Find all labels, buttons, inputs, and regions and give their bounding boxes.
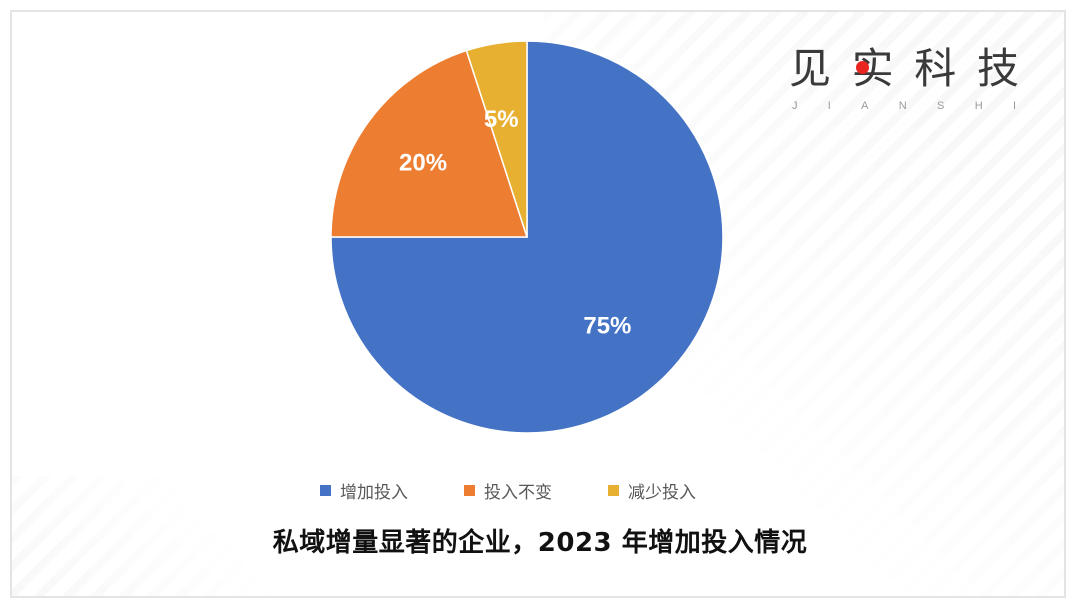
brand-sub-letter: N bbox=[898, 100, 907, 112]
legend-swatch-2 bbox=[464, 484, 475, 496]
pie-labels: 75% 20% 5% bbox=[399, 106, 631, 340]
legend-label-1: 增加投入 bbox=[340, 482, 408, 503]
pie-slice-label-1: 75% bbox=[583, 313, 631, 340]
brand-sub-letter: I bbox=[827, 100, 831, 112]
legend-swatch-3 bbox=[608, 484, 619, 496]
legend-item-3: 减少投入 bbox=[608, 478, 696, 503]
legend-swatch-1 bbox=[320, 484, 331, 496]
brand-char-1: 见 bbox=[788, 44, 831, 93]
legend-label-2: 投入不变 bbox=[484, 482, 552, 503]
pie-slice-1 bbox=[330, 40, 724, 434]
legend-item-2: 投入不变 bbox=[464, 478, 552, 503]
brand-logo-subtitle: J I A N S H I bbox=[784, 100, 1024, 114]
brand-logo: 见 实 科 技 J I A N S H I bbox=[784, 44, 1024, 118]
brand-red-dot bbox=[856, 61, 869, 74]
chart-legend: 增加投入 投入不变 减少投入 bbox=[320, 478, 760, 503]
pie-slices bbox=[330, 40, 724, 434]
pie-slice-label-2: 20% bbox=[399, 150, 447, 177]
pie-slice-label-3: 5% bbox=[484, 106, 519, 133]
brand-sub-letter: I bbox=[1012, 100, 1016, 112]
brand-sub-letter: S bbox=[937, 100, 945, 112]
legend-label-3: 减少投入 bbox=[628, 482, 696, 503]
pie-slice-3 bbox=[465, 40, 528, 238]
brand-sub-letter: J bbox=[792, 100, 798, 112]
legend-item-1: 增加投入 bbox=[320, 478, 408, 503]
chart-caption: 私域增量显著的企业，2023 年增加投入情况 bbox=[272, 528, 808, 558]
brand-sub-letter: A bbox=[861, 100, 869, 112]
brand-char-3: 科 bbox=[914, 44, 957, 93]
brand-sub-letter: H bbox=[974, 100, 983, 112]
pie-slice-2 bbox=[330, 49, 529, 238]
brand-char-4: 技 bbox=[976, 44, 1019, 93]
